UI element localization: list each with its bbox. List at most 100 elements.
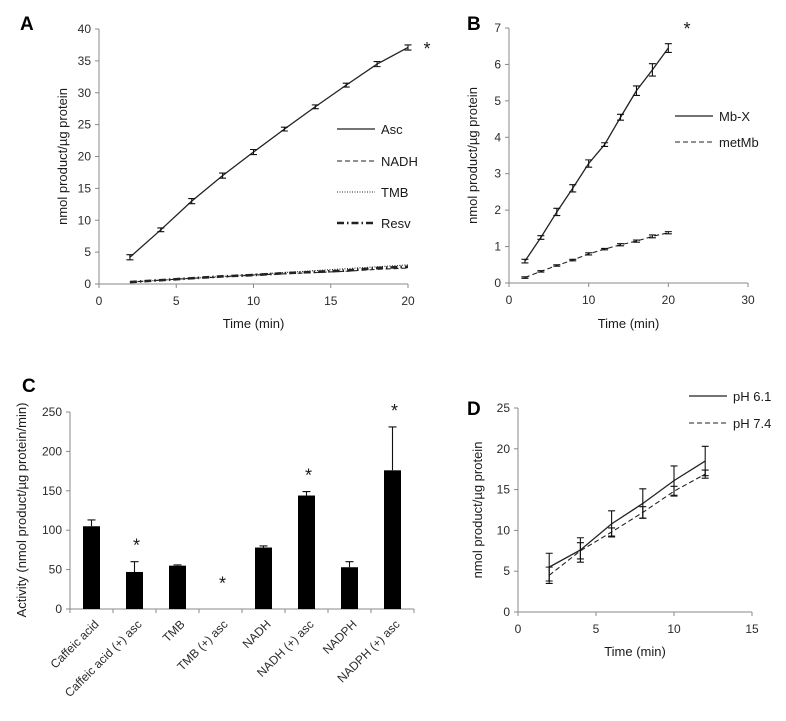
x-category-label: NADPH [320,617,360,657]
error-bar [342,82,350,88]
x-category-label: NADH [240,617,274,651]
y-axis-title: nmol product/µg protein [470,442,485,579]
y-tick-label: 30 [78,86,92,100]
series-line-mb-x [524,47,669,262]
x-tick-label: 5 [173,294,180,308]
error-bar [302,491,311,496]
y-tick-label: 250 [42,405,62,419]
error-bar [373,60,381,68]
significance-star: * [683,19,690,39]
significance-star: * [391,401,398,421]
error-bar [601,247,609,251]
x-category-label: TMB [160,617,188,645]
x-tick-label: 0 [515,622,522,636]
y-tick-label: 35 [78,54,92,68]
x-tick-label: 0 [506,293,513,307]
error-bar [219,172,227,179]
error-bar [250,148,257,156]
y-tick-label: 200 [42,444,62,458]
panel-D: D 0 5 10 15 20 25 0 5 10 15 Time (min) nmol product/… [467,389,771,659]
x-axis-title: Time (min) [604,644,666,659]
panel-label: C [22,376,36,397]
y-tick-label: 10 [497,523,511,537]
legend-label: NADH [381,154,418,169]
y-axis-title: Activity (nmol product/µg protein/min) [14,403,29,618]
y-tick-label: 3 [494,167,501,181]
legend-label: pH 7.4 [733,416,771,431]
x-tick-label: 20 [401,294,415,308]
error-bar [648,63,656,77]
error-bar [259,545,268,548]
series-line-metmb [524,232,669,279]
panel-label: B [467,14,481,35]
error-bar [404,44,412,51]
y-tick-label: 1 [494,240,501,254]
bar [255,547,272,609]
y-tick-label: 0 [503,605,510,619]
error-bar [157,227,165,233]
panel-label: D [467,399,481,420]
y-tick-label: 40 [78,22,92,36]
y-tick-label: 5 [494,94,501,108]
x-tick-label: 0 [96,294,103,308]
error-bar [608,527,616,537]
error-bar [632,85,640,96]
panel-B: B 0 1 2 3 4 5 6 7 0 10 20 30 Time (min) nmol product/µ… [465,14,759,331]
bar [83,526,100,609]
series-line-ph-6-1 [548,460,706,568]
error-bar [585,159,593,168]
bar [384,470,401,609]
error-bar [585,252,593,256]
error-bar [388,426,397,471]
panel-label: A [20,14,34,35]
x-tick-label: 15 [745,622,759,636]
y-tick-label: 0 [84,277,91,291]
error-bar [670,485,678,497]
error-bar [553,264,561,267]
legend-label: metMb [719,135,759,150]
series-line-resv [129,265,409,284]
error-bar [521,276,529,279]
error-bar [280,126,288,132]
error-bar [126,254,134,261]
significance-star: * [133,536,140,556]
y-tick-label: 100 [42,523,62,537]
bar [126,571,143,609]
error-bar [617,113,625,121]
y-tick-label: 150 [42,484,62,498]
legend-label: Asc [381,122,403,137]
error-bar [537,235,545,240]
error-bar [569,184,577,193]
x-tick-label: 5 [593,622,600,636]
bar [298,495,315,609]
y-tick-label: 20 [78,150,92,164]
y-tick-label: 25 [78,118,92,132]
y-tick-label: 2 [494,203,501,217]
error-bar [664,231,672,235]
legend-label: pH 6.1 [733,389,771,404]
y-tick-label: 4 [494,130,501,144]
error-bar [569,258,577,262]
panel-A: A 0 5 10 15 20 25 30 35 40 0 5 10 15 20 Time (min) nmol … [20,14,431,331]
x-tick-label: 15 [324,294,338,308]
error-bar [545,566,553,584]
error-bar [87,519,96,527]
bar [169,565,186,609]
y-axis-title: nmol product/µg protein [55,88,70,225]
x-tick-label: 10 [667,622,681,636]
series-line-ph-7-4 [548,473,706,576]
significance-star: * [219,573,226,593]
y-tick-label: 20 [497,442,511,456]
error-bar [639,506,647,519]
y-tick-label: 7 [494,21,501,35]
x-tick-label: 10 [582,293,596,307]
x-axis-title: Time (min) [598,316,660,331]
error-bar [345,561,354,568]
y-tick-label: 0 [55,602,62,616]
error-bar [537,270,545,273]
legend-label: Resv [381,216,411,231]
error-bar [521,258,529,264]
error-bar [553,207,561,217]
error-bar [576,542,584,560]
